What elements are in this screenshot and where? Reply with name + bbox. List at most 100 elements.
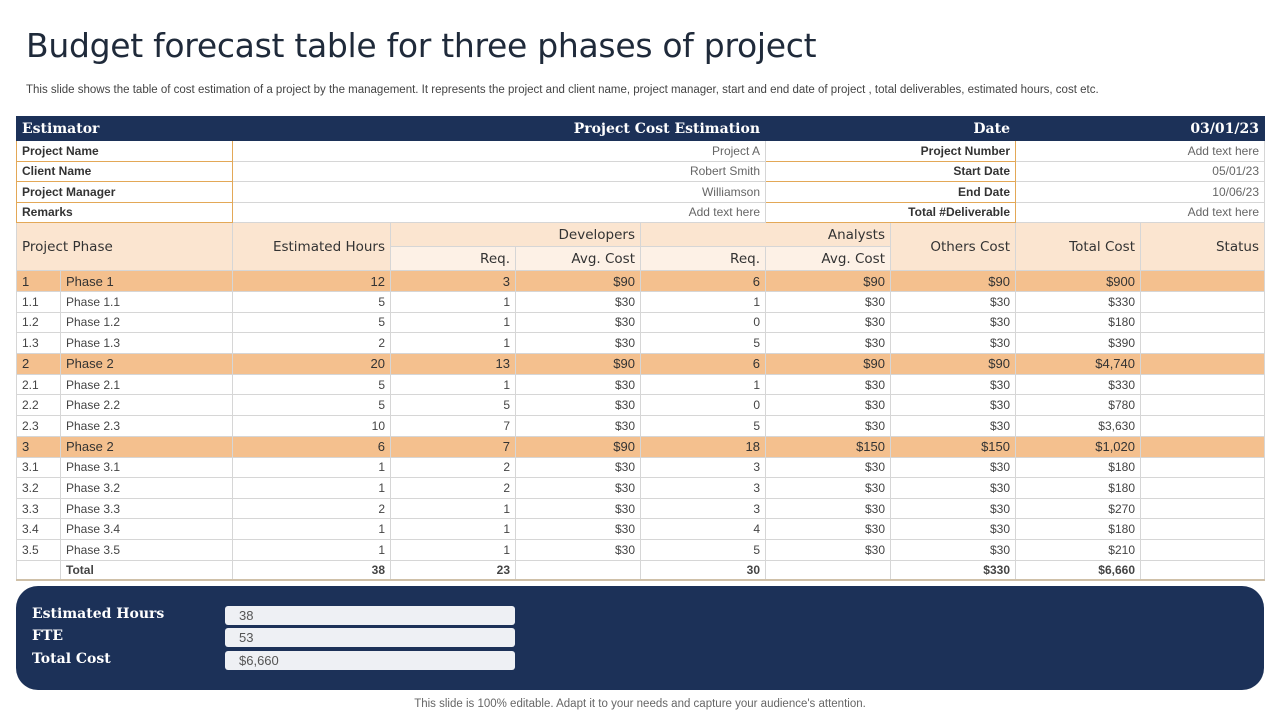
row-phase-name: Phase 3.2 [60,477,233,499]
total-dev-req: 23 [390,559,516,582]
row-phase-name: Phase 1.3 [60,332,233,354]
row-phase-name: Phase 2 [60,352,233,375]
row-analyst-avg-cost: $30 [765,311,891,334]
table-row: 1.1 Phase 1.1 5 1 $30 1 $30 $30 $330 [16,291,1265,313]
table-row: 1.2 Phase 1.2 5 1 $30 0 $30 $30 $180 [16,311,1265,334]
total-cost-field[interactable]: $6,660 [225,651,515,670]
total-analyst-req: 30 [640,559,766,582]
summary-estimated-hours: Estimated Hours 38 [32,606,515,626]
row-dev-avg-cost: $30 [515,497,641,520]
project-name-value[interactable]: Project A [232,140,766,162]
phase-row: 2 Phase 2 20 13 $90 6 $90 $90 $4,740 [16,352,1265,375]
project-manager-value[interactable]: Williamson [232,181,766,203]
row-total-cost: $180 [1015,518,1141,540]
total-row-blank [16,559,61,582]
row-status [1140,291,1265,313]
row-status [1140,477,1265,499]
summary-panel: Estimated Hours 38 FTE 53 Total Cost $6,… [16,586,1264,690]
row-dev-req: 2 [390,456,516,479]
row-phase-name: Phase 2.1 [60,373,233,396]
budget-table: Estimator Project Cost Estimation Date 0… [16,116,1265,582]
row-dev-req: 7 [390,414,516,437]
row-dev-avg-cost: $30 [515,291,641,313]
row-total-cost: $390 [1015,332,1141,354]
row-dev-avg-cost: $30 [515,414,641,437]
row-dev-avg-cost: $30 [515,538,641,561]
row-total-cost: $210 [1015,538,1141,561]
row-analyst-req: 1 [640,291,766,313]
row-analyst-req: 1 [640,373,766,396]
row-analyst-avg-cost: $30 [765,477,891,499]
row-others-cost: $30 [890,291,1016,313]
row-phase-name: Phase 2.3 [60,414,233,437]
client-name-value[interactable]: Robert Smith [232,160,766,182]
row-phase-name: Phase 2 [60,435,233,458]
row-total-cost: $330 [1015,373,1141,396]
row-dev-req: 1 [390,332,516,354]
row-dev-req: 3 [390,270,516,292]
row-dev-req: 7 [390,435,516,458]
table-row: 3.5 Phase 3.5 1 1 $30 5 $30 $30 $210 [16,538,1265,561]
row-estimated-hours: 1 [232,538,391,561]
row-dev-req: 5 [390,394,516,416]
row-others-cost: $90 [890,270,1016,292]
row-dev-req: 1 [390,291,516,313]
row-analyst-avg-cost: $90 [765,270,891,292]
column-header-row-1: Project Phase Estimated Hours Developers… [16,222,1265,271]
row-estimated-hours: 5 [232,291,391,313]
row-status [1140,435,1265,458]
row-others-cost: $30 [890,311,1016,334]
end-date-value[interactable]: 10/06/23 [1015,181,1265,203]
total-deliverable-value[interactable]: Add text here [1015,201,1265,223]
row-id: 3 [16,435,61,458]
date-value[interactable]: 03/01/23 [1015,116,1265,141]
row-analyst-req: 3 [640,497,766,520]
row-dev-avg-cost: $30 [515,518,641,540]
row-estimated-hours: 5 [232,311,391,334]
row-analyst-avg-cost: $30 [765,414,891,437]
row-id: 3.2 [16,477,61,499]
start-date-value[interactable]: 05/01/23 [1015,160,1265,182]
row-id: 1.1 [16,291,61,313]
remarks-label: Remarks [16,201,233,223]
row-analyst-req: 3 [640,477,766,499]
row-status [1140,352,1265,375]
col-dev-avg-cost: Avg. Cost [515,246,641,271]
project-manager-label: Project Manager [16,181,233,203]
header-row: Estimator Project Cost Estimation Date 0… [16,116,1265,141]
fte-field[interactable]: 53 [225,628,515,647]
total-deliverable-label: Total #Deliverable [765,201,1016,223]
row-dev-avg-cost: $30 [515,311,641,334]
row-analyst-req: 4 [640,518,766,540]
total-dev-cost-blank [515,559,641,582]
row-dev-req: 1 [390,518,516,540]
row-dev-req: 13 [390,352,516,375]
project-number-value[interactable]: Add text here [1015,140,1265,162]
row-estimated-hours: 2 [232,332,391,354]
total-label: Total [60,559,233,582]
estimator-label: Estimator [16,116,233,141]
row-estimated-hours: 5 [232,373,391,396]
estimated-hours-field[interactable]: 38 [225,606,515,625]
row-status [1140,311,1265,334]
row-total-cost: $900 [1015,270,1141,292]
row-dev-avg-cost: $30 [515,394,641,416]
row-id: 2.3 [16,414,61,437]
row-dev-avg-cost: $90 [515,435,641,458]
row-dev-avg-cost: $30 [515,477,641,499]
row-dev-avg-cost: $30 [515,373,641,396]
row-id: 1.2 [16,311,61,334]
remarks-value[interactable]: Add text here [232,201,766,223]
info-row-manager: Project Manager Williamson End Date 10/0… [16,181,1265,203]
estimated-hours-label: Estimated Hours [32,606,165,622]
page-subtitle: This slide shows the table of cost estim… [26,84,1099,96]
row-estimated-hours: 1 [232,456,391,479]
col-project-phase: Project Phase [16,222,233,271]
row-others-cost: $30 [890,394,1016,416]
row-analyst-avg-cost: $30 [765,291,891,313]
row-dev-avg-cost: $90 [515,270,641,292]
table-row: 2.3 Phase 2.3 10 7 $30 5 $30 $30 $3,630 [16,414,1265,437]
row-analyst-req: 0 [640,311,766,334]
row-id: 3.4 [16,518,61,540]
start-date-label: Start Date [765,160,1016,182]
